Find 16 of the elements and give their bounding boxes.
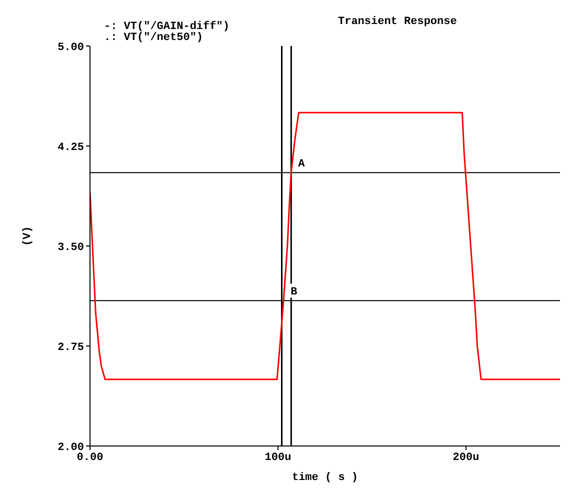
y-tick-label: 2.75 <box>58 342 84 354</box>
y-tick-label: 3.50 <box>58 242 84 254</box>
x-tick-label: 100u <box>264 452 292 464</box>
y-tick-label: 5.00 <box>58 42 84 54</box>
y-axis-title: (V) <box>22 226 34 246</box>
line-series <box>90 112 560 380</box>
x-axis-title: time ( s ) <box>292 472 358 484</box>
chart-title: Transient Response <box>338 16 457 28</box>
annotation: A <box>298 158 306 171</box>
text: .: VT("/net50") <box>104 32 204 44</box>
x-tick-label: 0.00 <box>76 452 104 464</box>
text: -: VT("/GAIN-diff") <box>104 21 230 33</box>
annotation: B <box>290 286 298 299</box>
x-tick-label: 200u <box>452 452 480 464</box>
y-tick-label: 4.25 <box>58 142 84 154</box>
y-tick-label: 2.00 <box>58 442 84 454</box>
